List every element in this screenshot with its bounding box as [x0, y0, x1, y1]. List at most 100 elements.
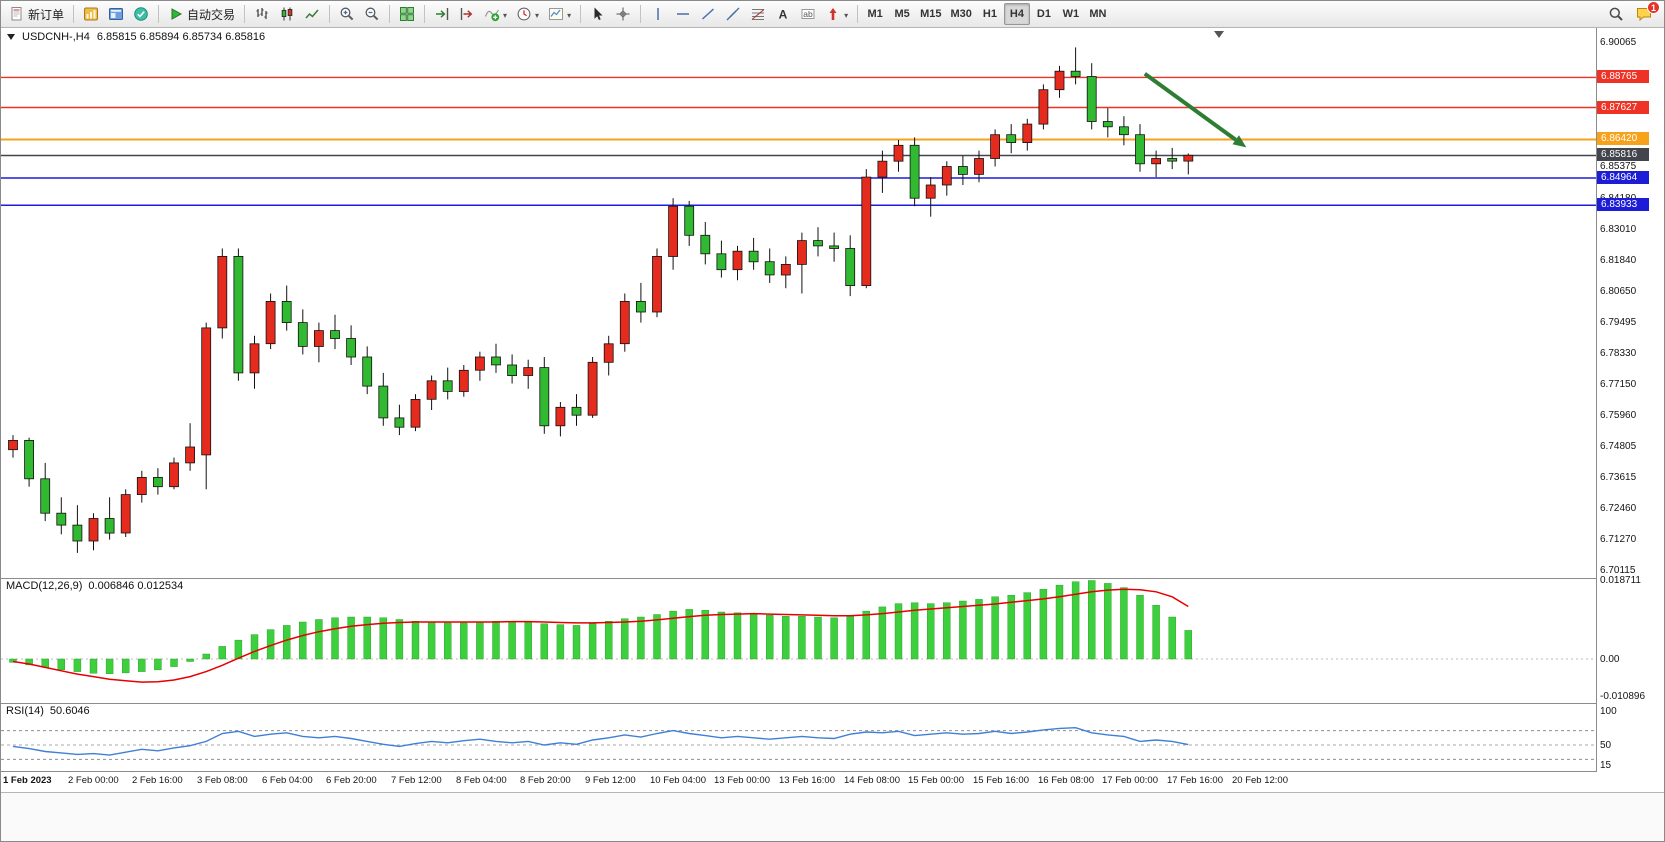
bar-chart-icon: [254, 6, 270, 22]
timeframe-h4-button[interactable]: H4: [1003, 3, 1030, 25]
svg-text:A: A: [779, 8, 788, 22]
candles-chart-button[interactable]: [275, 3, 299, 25]
market-watch-button[interactable]: [79, 3, 103, 25]
timeframe-h1-button[interactable]: H1: [977, 3, 1003, 25]
navigator-button[interactable]: [104, 3, 128, 25]
chart-shift-button[interactable]: [455, 3, 479, 25]
current-price-line-badge: 6.85816: [1597, 148, 1649, 161]
rsi-scale-label: 100: [1600, 706, 1617, 717]
notification-badge: 1: [1646, 1, 1660, 14]
arrows-icon: [825, 6, 841, 22]
macd-scale-label: 0.00: [1600, 654, 1620, 665]
terminal-icon: [133, 6, 149, 22]
text-button[interactable]: A: [771, 3, 795, 25]
search-button[interactable]: [1604, 3, 1628, 25]
support-line-1-badge: 6.84964: [1597, 171, 1649, 184]
pivot-line-badge: 6.86420: [1597, 132, 1649, 145]
trend-arrow-annotation: [1143, 72, 1247, 148]
toolbar-buttons: 新订单 自动交易 Aab: [5, 3, 862, 25]
fibonacci-button[interactable]: [746, 3, 770, 25]
time-axis-label: 17 Feb 16:00: [1167, 775, 1223, 786]
bars-chart-button[interactable]: [250, 3, 274, 25]
dropdown-caret-icon: [567, 7, 571, 21]
timeframe-m1-button[interactable]: M1: [862, 3, 888, 25]
text-icon: A: [775, 6, 791, 22]
dropdown-caret-icon: [503, 7, 507, 21]
price-scale-label: 6.80650: [1600, 286, 1637, 297]
price-scale-label: 6.71270: [1600, 534, 1637, 545]
vertical-line-button[interactable]: [646, 3, 670, 25]
macd-scale-label: 0.018711: [1600, 575, 1641, 586]
clock-icon: [516, 6, 532, 22]
zoom-in-icon: [339, 6, 355, 22]
timeframe-m5-button[interactable]: M5: [889, 3, 915, 25]
label-icon: ab: [800, 6, 816, 22]
toolbar-separator: [244, 5, 246, 23]
auto-scroll-icon: [434, 6, 450, 22]
time-axis-label: 17 Feb 00:00: [1102, 775, 1158, 786]
time-axis-label: 1 Feb 2023: [3, 775, 52, 786]
toolbar-separator: [424, 5, 426, 23]
toolbar-separator: [389, 5, 391, 23]
macd-histogram: [9, 580, 1193, 674]
time-axis-label: 10 Feb 04:00: [650, 775, 706, 786]
play-icon: [168, 6, 184, 22]
zoom-out-button[interactable]: [360, 3, 384, 25]
horizontal-line-button[interactable]: [671, 3, 695, 25]
auto-scroll-button[interactable]: [430, 3, 454, 25]
time-axis-label: 20 Feb 12:00: [1232, 775, 1288, 786]
chart-shift-marker: [1214, 31, 1224, 38]
macd-indicator-label: MACD(12,26,9) 0.006846 0.012534: [6, 580, 183, 592]
timeframe-d1-button[interactable]: D1: [1031, 3, 1057, 25]
tile-windows-button[interactable]: [395, 3, 419, 25]
chart-canvas[interactable]: [1, 28, 1665, 842]
toolbar-separator: [73, 5, 75, 23]
svg-text:ab: ab: [803, 9, 813, 19]
zoom-in-button[interactable]: [335, 3, 359, 25]
label-button[interactable]: ab: [796, 3, 820, 25]
toolbar-separator: [329, 5, 331, 23]
terminal-button[interactable]: [129, 3, 153, 25]
time-axis-label: 3 Feb 08:00: [197, 775, 248, 786]
price-scale-label: 6.72460: [1600, 503, 1637, 514]
price-scale[interactable]: 6.900656.853756.841806.830106.818406.806…: [1597, 28, 1664, 791]
notifications-button[interactable]: 1: [1632, 1, 1660, 25]
hline-icon: [675, 6, 691, 22]
rsi-indicator-label: RSI(14) 50.6046: [6, 705, 90, 717]
time-axis-label: 14 Feb 08:00: [844, 775, 900, 786]
chart-menu-icon[interactable]: [7, 34, 15, 40]
toolbar-separator: [857, 5, 859, 23]
line-chart-button[interactable]: [300, 3, 324, 25]
algo-trading-button-label: 自动交易: [187, 7, 236, 22]
time-axis-label: 8 Feb 04:00: [456, 775, 507, 786]
timeframe-w1-button[interactable]: W1: [1058, 3, 1084, 25]
price-scale-label: 6.79495: [1600, 317, 1637, 328]
chart-header: USDCNH-,H4 6.85815 6.85894 6.85734 6.858…: [7, 31, 265, 43]
trendline-button[interactable]: [696, 3, 720, 25]
time-axis-label: 8 Feb 20:00: [520, 775, 571, 786]
toolbar-separator: [640, 5, 642, 23]
market-watch-icon: [83, 6, 99, 22]
fibo-icon: [750, 6, 766, 22]
chart-shift-icon: [459, 6, 475, 22]
timeframe-m30-button[interactable]: M30: [947, 3, 976, 25]
zoom-out-icon: [364, 6, 380, 22]
toolbar-separator: [158, 5, 160, 23]
indicators-button[interactable]: [480, 3, 511, 25]
timeframe-mn-button[interactable]: MN: [1085, 3, 1111, 25]
macd-scale-label: -0.010896: [1600, 691, 1646, 702]
new-order-button[interactable]: 新订单: [5, 3, 68, 25]
cursor-button[interactable]: [586, 3, 610, 25]
templates-button[interactable]: [544, 3, 575, 25]
indicators-icon: [484, 6, 500, 22]
time-axis[interactable]: 1 Feb 2023 2 Feb 00:00 2 Feb 16:00 3 Feb 08…: [1, 772, 1597, 792]
time-axis-label: 6 Feb 20:00: [326, 775, 377, 786]
timeframe-m15-button[interactable]: M15: [916, 3, 945, 25]
channel-button[interactable]: [721, 3, 745, 25]
periods-button[interactable]: [512, 3, 543, 25]
crosshair-button[interactable]: [611, 3, 635, 25]
support-line-2-badge: 6.83933: [1597, 198, 1649, 211]
arrows-button[interactable]: [821, 3, 852, 25]
algo-trading-button[interactable]: 自动交易: [164, 3, 239, 25]
